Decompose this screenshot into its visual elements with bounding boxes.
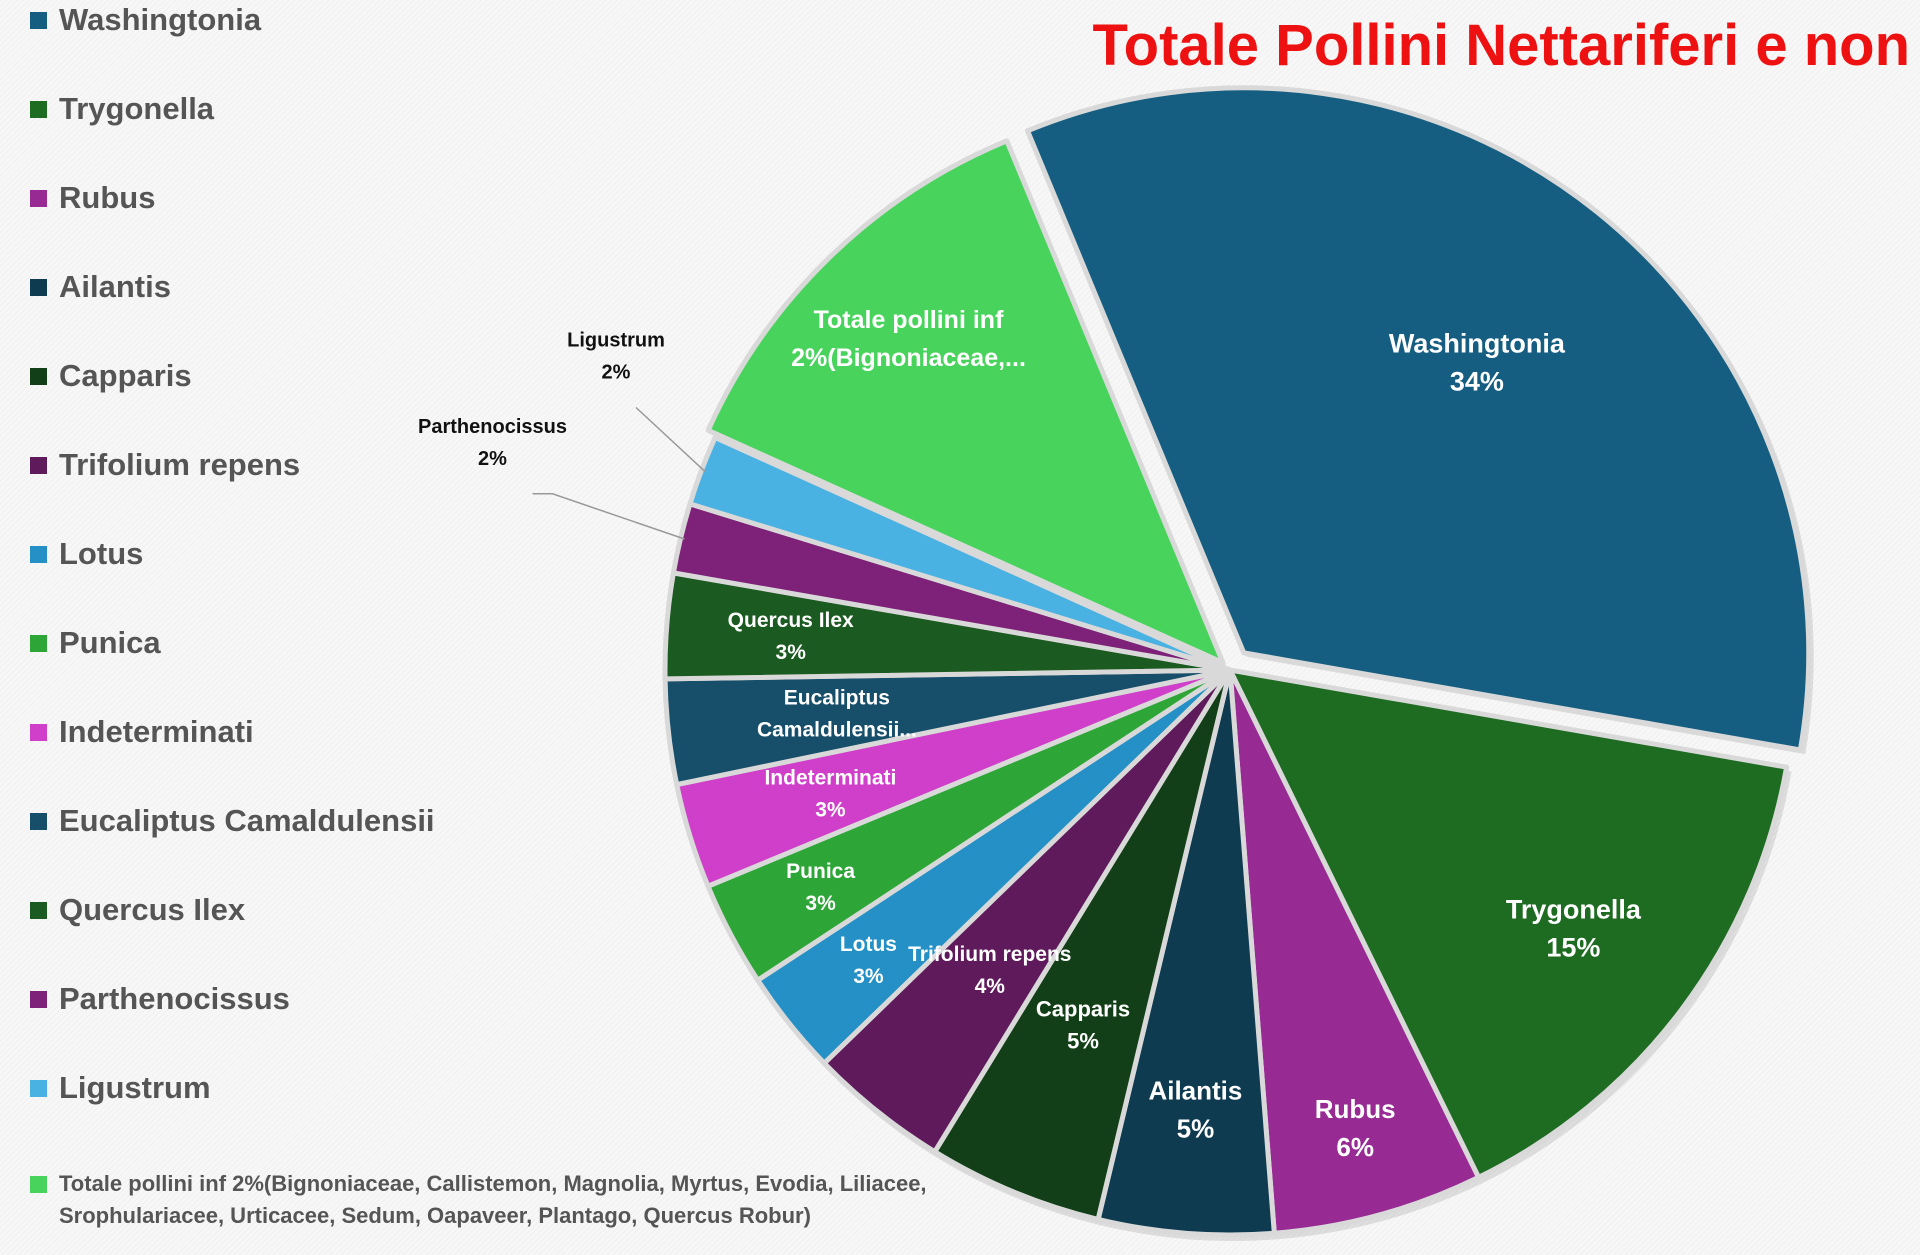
data-label-value: 3%	[853, 965, 884, 988]
data-label-name: Trifolium repens	[908, 943, 1071, 966]
legend-swatch	[30, 1079, 47, 1097]
data-label-value: 3%	[776, 641, 807, 664]
legend-label: Rubus	[59, 180, 156, 215]
data-label-name: Totale pollini inf	[814, 306, 1004, 334]
data-label-name: Lotus	[840, 933, 897, 956]
legend-swatch	[30, 100, 47, 118]
legend-item-totale-pollini-inf-2-bignoniaceae-callis: Totale pollini inf 2%(Bignoniaceae, Call…	[30, 1168, 979, 1232]
data-label-value: 3%	[805, 892, 836, 915]
legend-label: Quercus Ilex	[59, 892, 246, 927]
pie-slice-totale-pollini-inf-2-bignoniaceae-callis[interactable]	[705, 138, 1226, 666]
legend-label: Washingtonia	[59, 2, 262, 37]
data-label-value: 15%	[1546, 932, 1600, 962]
legend-item-trifolium-repens: Trifolium repens	[30, 447, 300, 483]
legend-item-capparis: Capparis	[30, 358, 192, 394]
data-label-name: Parthenocissus	[418, 416, 567, 438]
data-label-name: Washingtonia	[1389, 328, 1566, 358]
data-label-name: Rubus	[1315, 1094, 1396, 1124]
legend-label: Lotus	[59, 536, 144, 571]
legend-item-eucaliptus-camaldulensii: Eucaliptus Camaldulensii	[30, 803, 435, 839]
legend-label: Indeterminati	[59, 714, 254, 749]
legend-swatch	[30, 1176, 47, 1193]
legend-label: Trifolium repens	[59, 447, 301, 482]
legend: Washingtonia Trygonella Rubus Ailantis Cappa…	[30, 0, 980, 1255]
legend-item-punica: Punica	[30, 625, 161, 661]
legend-item-ligustrum: Ligustrum	[30, 1070, 211, 1106]
pie-slice-capparis[interactable]	[932, 667, 1233, 1222]
legend-item-washingtonia: Washingtonia	[30, 2, 261, 38]
data-label-value: 2%	[478, 448, 507, 470]
legend-item-parthenocissus: Parthenocissus	[30, 981, 290, 1017]
data-label-name: Ailantis	[1148, 1075, 1242, 1105]
leader-line	[635, 406, 706, 473]
data-label-value: 6%	[1336, 1132, 1374, 1162]
data-label-name: Indeterminati	[764, 766, 896, 789]
legend-swatch	[30, 278, 47, 296]
legend-swatch	[30, 723, 47, 741]
pie-slice-ailantis[interactable]	[1095, 667, 1277, 1238]
legend-swatch	[30, 456, 47, 474]
legend-label: Parthenocissus	[59, 981, 290, 1016]
data-label-value: 5%	[1177, 1113, 1215, 1143]
data-label-name: Eucaliptus	[784, 687, 890, 710]
data-label-name: Quercus Ilex	[728, 609, 854, 632]
legend-item-rubus: Rubus	[30, 180, 155, 216]
pie-slice-trygonella[interactable]	[1227, 667, 1790, 1180]
data-label-name: Punica	[786, 860, 855, 883]
legend-swatch	[30, 901, 47, 919]
legend-swatch	[30, 545, 47, 563]
chart-title: Totale Pollini Nettariferi e non	[1092, 13, 1910, 78]
data-labels: Washingtonia 34% Trygonella 15% Rubus 6% Ailan…	[418, 306, 1642, 1162]
legend-swatch	[30, 634, 47, 652]
data-label-value: 5%	[1067, 1029, 1099, 1054]
data-label-value: 2%	[602, 362, 631, 384]
legend-swatch	[30, 367, 47, 385]
data-label-value: 4%	[975, 975, 1006, 998]
pie-slice-rubus[interactable]	[1227, 667, 1482, 1236]
pie-slice-washingtonia[interactable]	[1025, 85, 1812, 753]
legend-swatch	[30, 11, 47, 29]
pie-slices	[662, 85, 1812, 1238]
legend-label: Capparis	[59, 358, 192, 393]
legend-label: Ailantis	[59, 269, 171, 304]
legend-label: Trygonella	[59, 91, 215, 126]
data-label-value: 3%	[815, 798, 846, 821]
pie-slice-ligustrum[interactable]	[687, 434, 1233, 673]
data-label-name: Trygonella	[1506, 894, 1642, 924]
legend-label: Punica	[59, 625, 161, 660]
legend-label: Eucaliptus Camaldulensii	[59, 803, 435, 838]
legend-item-trygonella: Trygonella	[30, 91, 214, 127]
data-label-value: 2%(Bignoniaceae,...	[791, 344, 1026, 372]
legend-item-ailantis: Ailantis	[30, 269, 171, 305]
leader-line	[532, 493, 685, 540]
data-label-name: Capparis	[1036, 997, 1130, 1022]
legend-item-indeterminati: Indeterminati	[30, 714, 254, 750]
data-label-value: 34%	[1450, 366, 1504, 396]
legend-swatch	[30, 189, 47, 207]
legend-label: Ligustrum	[59, 1070, 211, 1105]
legend-item-quercus-ilex: Quercus Ilex	[30, 892, 245, 928]
legend-swatch	[30, 990, 47, 1008]
legend-label: Totale pollini inf 2%(Bignoniaceae, Call…	[59, 1171, 927, 1228]
data-label-value: Camaldulensii...	[757, 719, 917, 742]
legend-item-lotus: Lotus	[30, 536, 143, 572]
legend-swatch	[30, 812, 47, 830]
data-label-name: Ligustrum	[567, 330, 665, 352]
